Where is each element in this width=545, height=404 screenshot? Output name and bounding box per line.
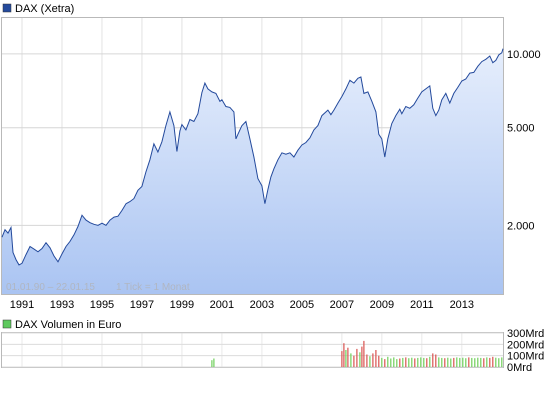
volume-bar — [381, 357, 383, 367]
x-tick-label: 1999 — [170, 299, 194, 311]
volume-bar — [426, 358, 428, 367]
volume-bar — [378, 355, 380, 367]
volume-bar — [441, 357, 443, 367]
volume-bar — [456, 357, 458, 367]
x-tick-label: 2007 — [330, 299, 354, 311]
volume-y-tick-label: 200Mrd — [507, 339, 544, 351]
volume-bar — [447, 357, 449, 367]
volume-y-tick-label: 0Mrd — [507, 362, 532, 374]
volume-bar — [396, 359, 398, 367]
volume-bar — [345, 350, 347, 367]
volume-bar — [359, 352, 361, 367]
volume-bar — [459, 357, 461, 367]
volume-bars — [211, 340, 503, 367]
volume-bar — [350, 353, 352, 367]
volume-bar — [213, 358, 215, 367]
volume-y-tick-label: 100Mrd — [507, 351, 544, 363]
volume-bar — [435, 354, 437, 367]
x-tick-label: 2001 — [210, 299, 234, 311]
volume-bar — [420, 357, 422, 367]
x-tick-label: 2009 — [370, 299, 394, 311]
x-tick-label: 2005 — [290, 299, 314, 311]
volume-bar — [405, 357, 407, 367]
x-tick-label: 1997 — [130, 299, 154, 311]
volume-bar — [471, 357, 473, 367]
volume-bar — [363, 340, 365, 367]
volume-bar — [489, 357, 491, 367]
volume-bar — [492, 356, 494, 367]
volume-bar — [353, 355, 355, 367]
price-area-fill — [2, 48, 503, 295]
volume-bar — [361, 346, 363, 367]
x-tick-label: 1995 — [90, 299, 114, 311]
interval-label: 1 Tick = 1 Monat — [116, 282, 190, 293]
x-tick-label: 1993 — [50, 299, 74, 311]
volume-bar — [372, 353, 374, 367]
volume-bar — [384, 359, 386, 367]
volume-bar — [393, 357, 395, 367]
price-y-axis: 10.000 5.000 2.000 — [507, 49, 541, 232]
volume-bar — [366, 354, 368, 367]
volume-bar — [375, 350, 377, 367]
volume-bar — [450, 358, 452, 367]
volume-bar — [414, 358, 416, 367]
volume-bar — [462, 357, 464, 367]
volume-plot-frame — [1, 332, 504, 368]
volume-bar — [498, 358, 500, 367]
volume-bar — [399, 358, 401, 367]
y-tick-label: 2.000 — [507, 220, 535, 232]
volume-bar — [411, 357, 413, 367]
price-line — [1, 48, 504, 266]
volume-y-tick-label: 300Mrd — [507, 328, 544, 340]
volume-bar — [483, 358, 485, 367]
legend-swatch-dax — [2, 3, 12, 13]
volume-grid — [2, 332, 503, 368]
volume-bar — [486, 357, 488, 367]
volume-bar — [468, 357, 470, 367]
volume-bar — [453, 357, 455, 367]
volume-bar — [211, 360, 213, 367]
volume-bar — [474, 358, 476, 367]
y-tick-label: 10.000 — [507, 49, 541, 61]
legend-swatch-volume — [2, 319, 12, 329]
volume-bar — [343, 343, 345, 367]
volume-bar — [417, 357, 419, 367]
volume-bar — [387, 356, 389, 367]
x-tick-label: 2011 — [410, 299, 434, 311]
volume-bar — [465, 358, 467, 367]
date-range-label: 01.01.90 – 22.01.15 — [6, 282, 95, 293]
x-tick-label: 1991 — [10, 299, 34, 311]
volume-bar — [356, 348, 358, 367]
volume-bar — [402, 357, 404, 367]
volume-bar — [341, 351, 343, 367]
volume-bar — [480, 357, 482, 367]
volume-bar — [423, 357, 425, 367]
price-x-axis: 1991 1993 1995 1997 1999 2001 2003 2005 2007 2009… — [10, 299, 474, 311]
volume-bar — [438, 357, 440, 367]
volume-bar — [369, 356, 371, 367]
legend-label-volume: DAX Volumen in Euro — [15, 319, 121, 331]
volume-bar — [432, 353, 434, 367]
volume-bar — [408, 358, 410, 367]
legend-label-dax: DAX (Xetra) — [15, 3, 74, 15]
volume-bar — [429, 356, 431, 367]
y-tick-label: 5.000 — [507, 123, 535, 135]
x-tick-label: 2003 — [250, 299, 274, 311]
volume-bar — [495, 357, 497, 367]
volume-bar — [477, 357, 479, 367]
x-tick-label: 2013 — [450, 299, 474, 311]
volume-bar — [347, 347, 349, 367]
volume-bar — [501, 357, 503, 367]
volume-bar — [390, 358, 392, 367]
volume-bar — [444, 358, 446, 367]
